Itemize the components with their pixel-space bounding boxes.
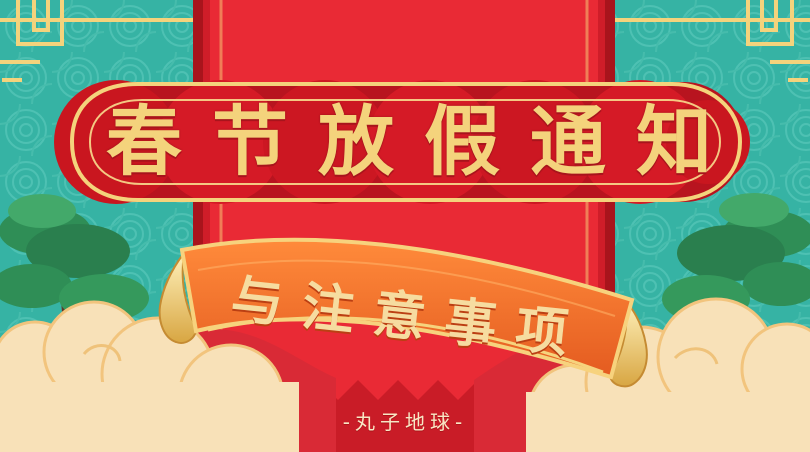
title-char: 通 xyxy=(530,97,606,186)
subtitle-char: 注 xyxy=(299,275,358,342)
title-plaque xyxy=(54,80,750,204)
title-char: 放 xyxy=(318,97,394,186)
frame-corner-icon xyxy=(0,0,64,82)
scroll-icon xyxy=(158,237,648,388)
title-char: 春 xyxy=(106,97,182,186)
subtitle-char: 事 xyxy=(441,290,500,357)
title-char: 假 xyxy=(424,97,500,186)
title-char: 知 xyxy=(636,97,712,186)
subtitle-char: 与 xyxy=(228,267,287,335)
author-label: -丸子地球- xyxy=(342,410,468,434)
frame-corner-icon xyxy=(746,0,810,82)
subtitle-char: 项 xyxy=(512,297,571,364)
cloud-icon xyxy=(526,297,810,452)
page-title: 春 节 放 假 通 知 xyxy=(94,82,724,202)
subtitle-char: 意 xyxy=(370,282,429,350)
pine-tree-icon xyxy=(0,194,149,323)
title-char: 节 xyxy=(212,97,288,186)
cloud-icon xyxy=(0,300,299,452)
